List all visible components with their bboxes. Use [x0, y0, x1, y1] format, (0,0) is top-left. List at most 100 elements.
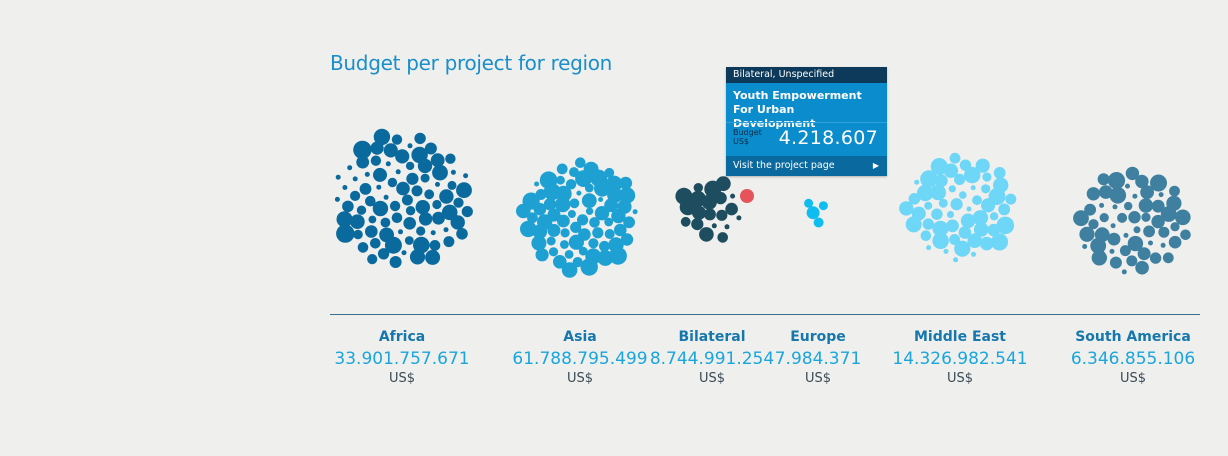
project-bubble[interactable]	[342, 185, 348, 190]
project-bubble[interactable]	[711, 223, 717, 229]
project-bubble[interactable]	[531, 235, 547, 251]
project-bubble[interactable]	[623, 216, 635, 229]
project-bubble[interactable]	[954, 173, 966, 185]
project-bubble[interactable]	[609, 246, 627, 265]
project-bubble[interactable]	[675, 187, 693, 205]
project-bubble[interactable]	[568, 234, 585, 250]
project-bubble[interactable]	[350, 190, 361, 201]
project-bubble[interactable]	[1091, 250, 1108, 266]
project-bubble[interactable]	[1099, 213, 1109, 223]
project-bubble[interactable]	[905, 216, 922, 233]
project-bubble[interactable]	[373, 167, 387, 182]
project-bubble[interactable]	[970, 185, 976, 191]
project-bubble[interactable]	[1151, 199, 1165, 213]
project-bubble[interactable]	[445, 153, 456, 164]
project-bubble[interactable]	[583, 161, 599, 177]
project-bubble[interactable]	[353, 140, 372, 160]
project-bubble[interactable]	[619, 187, 636, 204]
project-bubble[interactable]	[1166, 195, 1182, 211]
region-label-bilateral[interactable]: Bilateral 8.744.991.254 US$	[632, 327, 792, 387]
project-bubble[interactable]	[447, 180, 457, 190]
project-bubble[interactable]	[975, 158, 990, 173]
project-bubble[interactable]	[996, 216, 1015, 235]
project-bubble[interactable]	[1099, 202, 1105, 208]
project-bubble[interactable]	[958, 226, 972, 239]
project-bubble[interactable]	[567, 210, 576, 218]
project-bubble[interactable]	[383, 194, 389, 200]
project-bubble[interactable]	[539, 171, 558, 189]
project-bubble[interactable]	[993, 177, 1009, 193]
project-bubble[interactable]	[432, 199, 442, 210]
project-bubble[interactable]	[604, 217, 614, 227]
project-bubble[interactable]	[949, 152, 961, 164]
project-bubble[interactable]	[1005, 193, 1017, 205]
project-bubble[interactable]	[373, 128, 391, 146]
project-bubble[interactable]	[998, 203, 1011, 216]
project-bubble[interactable]	[380, 217, 391, 228]
project-bubble[interactable]	[693, 183, 703, 193]
project-bubble[interactable]	[1082, 244, 1088, 249]
project-bubble[interactable]	[981, 184, 991, 194]
project-bubble[interactable]	[413, 236, 430, 254]
project-bubble[interactable]	[967, 233, 982, 248]
project-bubble[interactable]	[1170, 222, 1180, 232]
project-bubble[interactable]	[964, 166, 981, 184]
project-bubble[interactable]	[1158, 226, 1170, 238]
project-bubble[interactable]	[1143, 225, 1155, 238]
project-bubble[interactable]	[420, 173, 430, 183]
project-bubble[interactable]	[527, 212, 538, 224]
project-bubble[interactable]	[914, 179, 920, 185]
project-bubble[interactable]	[1141, 212, 1151, 222]
project-bubble[interactable]	[932, 220, 949, 237]
project-bubble[interactable]	[954, 240, 971, 257]
project-bubble[interactable]	[1151, 214, 1165, 229]
project-bubble[interactable]	[359, 183, 372, 195]
project-bubble[interactable]	[548, 247, 559, 257]
project-bubble[interactable]	[425, 249, 441, 265]
project-bubble[interactable]	[391, 212, 403, 224]
project-bubble[interactable]	[946, 210, 955, 219]
project-bubble[interactable]	[403, 217, 417, 230]
region-label-south-america[interactable]: South America 6.346.855.106 US$	[1053, 327, 1213, 387]
project-bubble[interactable]	[1109, 187, 1127, 204]
project-bubble[interactable]	[456, 182, 472, 199]
project-bubble[interactable]	[407, 143, 413, 149]
project-bubble[interactable]	[581, 193, 597, 209]
project-bubble[interactable]	[553, 254, 567, 269]
project-bubble[interactable]	[966, 206, 972, 212]
project-bubble[interactable]	[370, 155, 382, 166]
region-label-middle-east[interactable]: Middle East 14.326.982.541 US$	[880, 327, 1040, 387]
project-bubble[interactable]	[598, 197, 604, 202]
project-bubble[interactable]	[972, 195, 982, 206]
project-bubble[interactable]	[806, 206, 820, 220]
project-bubble[interactable]	[717, 232, 728, 243]
highlighted-project-bubble[interactable]	[740, 189, 754, 203]
project-bubble[interactable]	[406, 172, 419, 185]
project-bubble[interactable]	[556, 163, 568, 175]
project-bubble[interactable]	[441, 204, 458, 221]
project-bubble[interactable]	[443, 227, 449, 233]
project-bubble[interactable]	[377, 248, 390, 260]
region-label-europe[interactable]: Europe 7.984.371 US$	[738, 327, 898, 387]
project-bubble[interactable]	[547, 223, 561, 237]
project-bubble[interactable]	[597, 250, 614, 266]
project-bubble[interactable]	[1110, 223, 1116, 229]
project-bubble[interactable]	[405, 161, 415, 171]
project-bubble[interactable]	[605, 175, 623, 192]
project-bubble[interactable]	[938, 198, 948, 208]
project-bubble[interactable]	[1148, 240, 1153, 246]
project-bubble[interactable]	[560, 228, 570, 238]
project-bubble[interactable]	[1149, 252, 1162, 264]
project-bubble[interactable]	[982, 172, 992, 182]
project-bubble[interactable]	[1127, 235, 1144, 252]
visit-project-link[interactable]: Visit the project page ▶	[726, 156, 887, 176]
project-bubble[interactable]	[405, 206, 416, 216]
project-bubble[interactable]	[424, 142, 437, 155]
project-bubble[interactable]	[432, 164, 448, 181]
project-bubble[interactable]	[950, 198, 963, 211]
project-bubble[interactable]	[730, 193, 736, 199]
project-bubble[interactable]	[409, 249, 426, 265]
project-bubble[interactable]	[560, 240, 569, 249]
project-bubble[interactable]	[430, 153, 445, 168]
project-bubble[interactable]	[1097, 173, 1110, 186]
